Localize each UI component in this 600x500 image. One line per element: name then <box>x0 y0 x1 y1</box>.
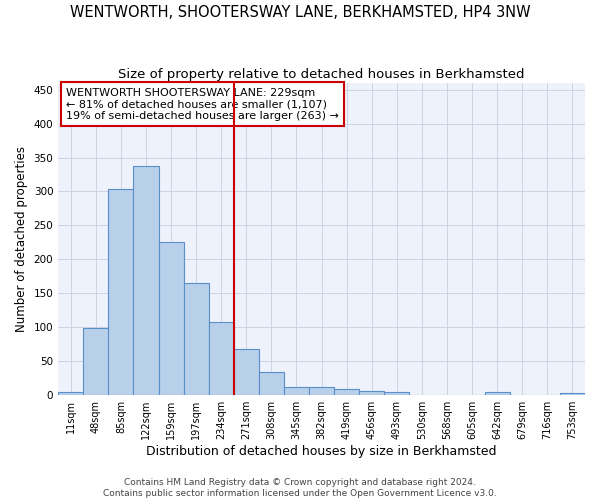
Bar <box>259 372 284 394</box>
Bar <box>133 166 158 394</box>
X-axis label: Distribution of detached houses by size in Berkhamsted: Distribution of detached houses by size … <box>146 444 497 458</box>
Bar <box>334 388 359 394</box>
Bar <box>184 283 209 395</box>
Text: Contains HM Land Registry data © Crown copyright and database right 2024.
Contai: Contains HM Land Registry data © Crown c… <box>103 478 497 498</box>
Y-axis label: Number of detached properties: Number of detached properties <box>15 146 28 332</box>
Bar <box>58 392 83 394</box>
Bar <box>485 392 510 394</box>
Bar <box>560 392 585 394</box>
Bar <box>109 190 133 394</box>
Bar <box>209 322 234 394</box>
Bar <box>359 392 385 394</box>
Bar <box>158 242 184 394</box>
Text: WENTWORTH SHOOTERSWAY LANE: 229sqm
← 81% of detached houses are smaller (1,107)
: WENTWORTH SHOOTERSWAY LANE: 229sqm ← 81%… <box>66 88 339 121</box>
Bar <box>83 328 109 394</box>
Bar <box>309 386 334 394</box>
Bar <box>284 386 309 394</box>
Text: WENTWORTH, SHOOTERSWAY LANE, BERKHAMSTED, HP4 3NW: WENTWORTH, SHOOTERSWAY LANE, BERKHAMSTED… <box>70 5 530 20</box>
Title: Size of property relative to detached houses in Berkhamsted: Size of property relative to detached ho… <box>118 68 525 80</box>
Bar <box>234 350 259 395</box>
Bar <box>385 392 409 394</box>
